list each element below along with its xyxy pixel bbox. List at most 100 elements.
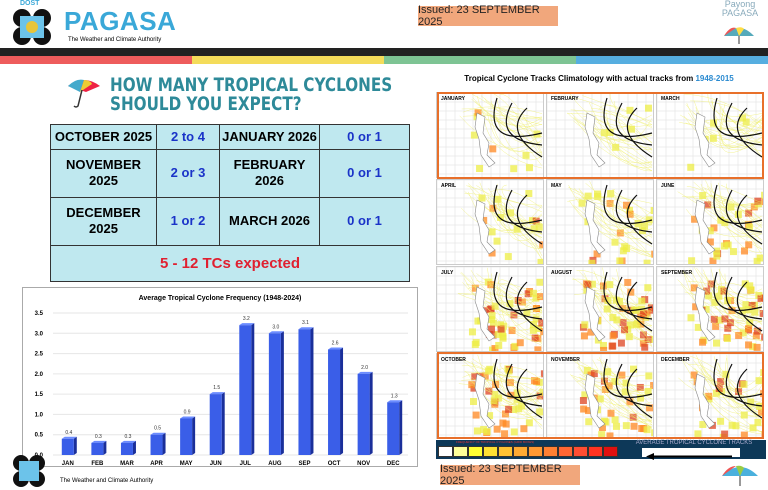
legend-swatch	[438, 446, 453, 457]
data-label: 3.0	[272, 324, 279, 330]
average-track	[603, 358, 653, 398]
map-month-label: DECEMBER	[661, 357, 690, 363]
pagasa-logo-icon	[13, 455, 45, 487]
average-track	[505, 363, 543, 407]
average-track	[736, 194, 763, 245]
data-label: 0.3	[124, 434, 131, 440]
bar-jun	[209, 394, 222, 455]
frequency-chart: Average Tropical Cyclone Frequency (1948…	[22, 287, 418, 467]
value-cell: 2 to 4	[156, 124, 220, 150]
month-cell: DECEMBER 2025	[50, 196, 157, 247]
tagline: The Weather and Climate Authority	[60, 478, 154, 484]
average-track	[516, 368, 543, 419]
x-tick-label: OCT	[328, 461, 341, 467]
title-line-1: HOW MANY TROPICAL CYCLONES	[110, 74, 393, 96]
bar-side	[192, 416, 196, 455]
philippines-outline	[584, 199, 606, 255]
bar-top	[328, 347, 344, 350]
x-tick-label: JAN	[62, 461, 74, 467]
average-track	[493, 184, 543, 224]
bar-side	[369, 371, 373, 455]
y-tick-label: 0.5	[35, 433, 44, 439]
average-track	[603, 97, 653, 137]
average-track	[615, 102, 653, 146]
month-cell: JANUARY 2026	[219, 124, 320, 150]
track-map-december: DECEMBER	[656, 353, 764, 439]
section-title: HOW MANY TROPICAL CYCLONES SHOULD YOU EX…	[110, 76, 392, 114]
philippines-outline	[584, 286, 606, 342]
legend-swatch	[588, 446, 603, 457]
table-row: DECEMBER 2025 1 or 2 MARCH 2026 0 or 1	[50, 196, 410, 247]
bar-side	[73, 436, 77, 455]
average-track	[725, 363, 763, 407]
issued-badge-top: Issued: 23 SEPTEMBER 2025	[418, 4, 558, 28]
legend-swatch	[513, 446, 528, 457]
legend-swatch	[543, 446, 558, 457]
philippines-outline	[584, 373, 606, 429]
y-tick-label: 3.0	[35, 331, 44, 337]
average-track	[603, 271, 653, 311]
bar-top	[61, 436, 77, 439]
tracks-years: 1948-2015	[695, 74, 734, 83]
umbrella-icon	[724, 27, 754, 44]
bar-side	[103, 440, 107, 455]
data-label: 3.1	[302, 320, 309, 326]
payong-pagasa-label: Payong PAGASA	[721, 0, 759, 18]
x-tick-label: MAY	[180, 461, 193, 467]
value-cell: 0 or 1	[319, 148, 410, 198]
map-legend: FREQUENCY OF TROPICAL CYCLONES (GRID BOX…	[436, 440, 766, 460]
total-expected: 5 - 12 TCs expected	[50, 245, 410, 282]
bar-top	[91, 440, 107, 443]
track-map-november: NOVEMBER	[546, 353, 654, 439]
bar-side	[399, 400, 403, 455]
bar-sep	[298, 329, 311, 455]
table-row: NOVEMBER 2025 2 or 3 FEBRUARY 2026 0 or …	[50, 148, 410, 198]
highlight-box-jan-mar	[437, 92, 764, 179]
data-label: 0.9	[184, 409, 191, 415]
bar-aug	[268, 333, 281, 455]
x-tick-label: APR	[150, 461, 163, 467]
umbrella-icon	[68, 79, 100, 108]
track-map-september: SEPTEMBER	[656, 266, 764, 352]
pagasa-footer-logo: The Weather and Climate Authority	[12, 452, 172, 490]
x-tick-label: SEP	[298, 461, 310, 467]
data-label: 3.2	[243, 316, 250, 322]
track-arrow-icon	[642, 448, 740, 460]
map-month-label: JUNE	[661, 183, 675, 189]
chart-title: Average Tropical Cyclone Frequency (1948…	[138, 295, 302, 302]
bar-may	[180, 418, 193, 455]
x-tick-label: FEB	[91, 461, 104, 467]
legend-swatch	[498, 446, 513, 457]
data-label: 1.5	[213, 385, 220, 391]
tagline: The Weather and Climate Authority	[68, 37, 162, 43]
track-map-may: MAY	[546, 179, 654, 265]
average-track	[615, 189, 653, 233]
philippines-outline	[474, 199, 496, 255]
philippines-outline	[584, 112, 606, 168]
bar-top	[268, 331, 284, 334]
x-tick-label: NOV	[357, 461, 370, 467]
value-cell: 1 or 2	[156, 196, 220, 247]
average-track	[725, 189, 763, 233]
data-label: 0.5	[154, 426, 161, 432]
philippines-outline	[474, 286, 496, 342]
track-map-april: APRIL	[436, 179, 544, 265]
divider-bar	[0, 48, 768, 56]
bar-top	[120, 440, 136, 443]
philippines-outline	[694, 373, 716, 429]
legend-swatch	[558, 446, 573, 457]
month-cell: OCTOBER 2025	[50, 124, 157, 150]
x-tick-label: MAR	[120, 461, 134, 467]
track-map-october: OCTOBER	[436, 353, 544, 439]
average-track	[626, 107, 653, 158]
legend-swatch	[528, 446, 543, 457]
average-track	[713, 184, 763, 224]
average-track	[736, 281, 763, 332]
map-month-label: JANUARY	[441, 96, 465, 102]
issued-badge-bottom: Issued: 23 SEPTEMBER 2025	[440, 463, 580, 487]
bar-dec	[387, 402, 400, 455]
tracks-title-text: Tropical Cyclone Tracks Climatology with…	[464, 74, 696, 83]
track-map-february: FEBRUARY	[546, 92, 654, 178]
average-track	[713, 358, 763, 398]
average-track	[725, 276, 763, 320]
